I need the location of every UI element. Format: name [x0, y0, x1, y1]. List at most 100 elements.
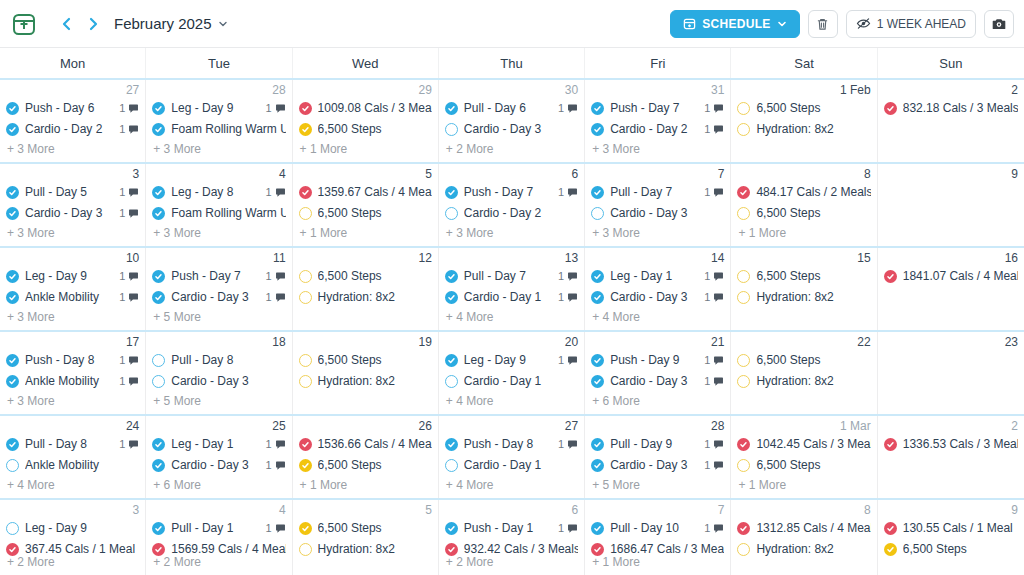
more-link[interactable]: + 1 More	[300, 142, 348, 156]
calendar-event[interactable]: Hydration: 8x2	[737, 120, 870, 138]
month-selector[interactable]: February 2025	[114, 15, 228, 32]
more-link[interactable]: + 6 More	[592, 394, 640, 408]
empty-circle-icon[interactable]	[299, 543, 312, 556]
calendar-event[interactable]: 6,500 Steps	[884, 540, 1018, 558]
calendar-event[interactable]: Cardio - Day 31	[152, 456, 285, 474]
calendar-event[interactable]: 6,500 Steps	[737, 267, 870, 285]
empty-circle-icon[interactable]	[445, 375, 458, 388]
check-circle-icon[interactable]	[591, 543, 604, 556]
day-cell[interactable]: 7Pull - Day 1011686.47 Cals / 3 Meals+ 1…	[585, 500, 731, 575]
check-circle-icon[interactable]	[884, 522, 897, 535]
empty-circle-icon[interactable]	[6, 459, 19, 472]
check-circle-icon[interactable]	[445, 291, 458, 304]
calendar-event[interactable]: 6,500 Steps	[299, 456, 432, 474]
check-circle-icon[interactable]	[445, 270, 458, 283]
calendar-event[interactable]: Push - Day 81	[445, 435, 578, 453]
calendar-event[interactable]: Push - Day 81	[6, 351, 139, 369]
check-circle-icon[interactable]	[445, 522, 458, 535]
check-circle-icon[interactable]	[445, 543, 458, 556]
day-cell[interactable]: 20Leg - Day 91Cardio - Day 1+ 4 More	[439, 332, 585, 414]
day-cell[interactable]: 4Leg - Day 81Foam Rolling Warm Up/Coc+ 3…	[146, 164, 292, 246]
empty-circle-icon[interactable]	[591, 207, 604, 220]
next-month-button[interactable]	[80, 15, 106, 33]
day-cell[interactable]: 81312.85 Cals / 4 MealsHydration: 8x2	[731, 500, 877, 575]
calendar-event[interactable]: Hydration: 8x2	[737, 540, 870, 558]
empty-circle-icon[interactable]	[299, 270, 312, 283]
calendar-event[interactable]: 6,500 Steps	[299, 120, 432, 138]
more-link[interactable]: + 1 More	[738, 478, 786, 492]
calendar-event[interactable]: 6,500 Steps	[299, 204, 432, 222]
calendar-event[interactable]: Leg - Day 11	[591, 267, 724, 285]
more-link[interactable]: + 4 More	[446, 310, 494, 324]
check-circle-icon[interactable]	[152, 459, 165, 472]
print-export-button[interactable]	[984, 10, 1014, 38]
check-circle-icon[interactable]	[299, 102, 312, 115]
calendar-event[interactable]: Foam Rolling Warm Up/Coc	[152, 120, 285, 138]
more-link[interactable]: + 4 More	[446, 394, 494, 408]
more-link[interactable]: + 2 More	[153, 555, 201, 569]
calendar-event[interactable]: Foam Rolling Warm Up/Coc	[152, 204, 285, 222]
check-circle-icon[interactable]	[6, 354, 19, 367]
calendar-event[interactable]: Pull - Day 101	[591, 519, 724, 537]
calendar-event[interactable]: 6,500 Steps	[299, 519, 432, 537]
check-circle-icon[interactable]	[299, 123, 312, 136]
more-link[interactable]: + 1 More	[300, 478, 348, 492]
empty-circle-icon[interactable]	[152, 375, 165, 388]
calendar-event[interactable]: Push - Day 71	[152, 267, 285, 285]
more-link[interactable]: + 1 More	[592, 555, 640, 569]
day-cell[interactable]: 10Leg - Day 91Ankle Mobility1+ 3 More	[0, 248, 146, 330]
calendar-event[interactable]: Cardio - Day 21	[6, 120, 139, 138]
calendar-event[interactable]: Pull - Day 91	[591, 435, 724, 453]
calendar-event[interactable]: Pull - Day 8	[152, 351, 285, 369]
check-circle-icon[interactable]	[152, 522, 165, 535]
check-circle-icon[interactable]	[6, 186, 19, 199]
day-cell[interactable]: 28Pull - Day 91Cardio - Day 31+ 5 More	[585, 416, 731, 498]
day-cell[interactable]: 226,500 StepsHydration: 8x2	[731, 332, 877, 414]
more-link[interactable]: + 2 More	[446, 555, 494, 569]
day-cell[interactable]: 24Pull - Day 81Ankle Mobility+ 4 More	[0, 416, 146, 498]
check-circle-icon[interactable]	[884, 270, 897, 283]
calendar-event[interactable]: Pull - Day 71	[445, 267, 578, 285]
empty-circle-icon[interactable]	[737, 375, 750, 388]
day-cell[interactable]: 3Pull - Day 51Cardio - Day 31+ 3 More	[0, 164, 146, 246]
calendar-event[interactable]: 1336.53 Cals / 3 Meals	[884, 435, 1018, 453]
calendar-event[interactable]: Push - Day 61	[6, 99, 139, 117]
day-cell[interactable]: 7Pull - Day 71Cardio - Day 3+ 3 More	[585, 164, 731, 246]
calendar-event[interactable]: Hydration: 8x2	[299, 540, 432, 558]
day-cell[interactable]: 156,500 StepsHydration: 8x2	[731, 248, 877, 330]
calendar-event[interactable]: Push - Day 71	[591, 99, 724, 117]
check-circle-icon[interactable]	[591, 123, 604, 136]
calendar-event[interactable]: Cardio - Day 31	[591, 288, 724, 306]
day-cell[interactable]: 14Leg - Day 11Cardio - Day 31+ 4 More	[585, 248, 731, 330]
empty-circle-icon[interactable]	[299, 354, 312, 367]
check-circle-icon[interactable]	[445, 102, 458, 115]
more-link[interactable]: + 3 More	[153, 142, 201, 156]
day-cell[interactable]: 30Pull - Day 61Cardio - Day 3+ 2 More	[439, 80, 585, 162]
calendar-event[interactable]: Hydration: 8x2	[299, 372, 432, 390]
calendar-event[interactable]: Pull - Day 51	[6, 183, 139, 201]
calendar-event[interactable]: 1359.67 Cals / 4 Meals	[299, 183, 432, 201]
more-link[interactable]: + 3 More	[592, 142, 640, 156]
empty-circle-icon[interactable]	[737, 123, 750, 136]
more-link[interactable]: + 4 More	[446, 478, 494, 492]
day-cell[interactable]: 126,500 StepsHydration: 8x2	[293, 248, 439, 330]
day-cell[interactable]: 291009.08 Cals / 3 Meals6,500 Steps+ 1 M…	[293, 80, 439, 162]
empty-circle-icon[interactable]	[737, 543, 750, 556]
day-cell[interactable]: 25Leg - Day 11Cardio - Day 31+ 6 More	[146, 416, 292, 498]
check-circle-icon[interactable]	[299, 522, 312, 535]
day-cell[interactable]: 1 Mar1042.45 Cals / 3 Meals6,500 Steps+ …	[731, 416, 877, 498]
calendar-event[interactable]: Leg - Day 9	[6, 519, 139, 537]
empty-circle-icon[interactable]	[299, 207, 312, 220]
check-circle-icon[interactable]	[152, 123, 165, 136]
calendar-event[interactable]: Hydration: 8x2	[299, 288, 432, 306]
check-circle-icon[interactable]	[591, 522, 604, 535]
week-ahead-toggle-button[interactable]: 1 WEEK AHEAD	[846, 10, 976, 38]
calendar-event[interactable]: 832.18 Cals / 3 Meals	[884, 99, 1018, 117]
day-cell[interactable]: 11Push - Day 71Cardio - Day 31+ 5 More	[146, 248, 292, 330]
check-circle-icon[interactable]	[152, 438, 165, 451]
day-cell[interactable]: 13Pull - Day 71Cardio - Day 11+ 4 More	[439, 248, 585, 330]
day-cell[interactable]: 9	[878, 164, 1024, 246]
check-circle-icon[interactable]	[6, 291, 19, 304]
check-circle-icon[interactable]	[6, 123, 19, 136]
calendar-event[interactable]: Leg - Day 91	[445, 351, 578, 369]
